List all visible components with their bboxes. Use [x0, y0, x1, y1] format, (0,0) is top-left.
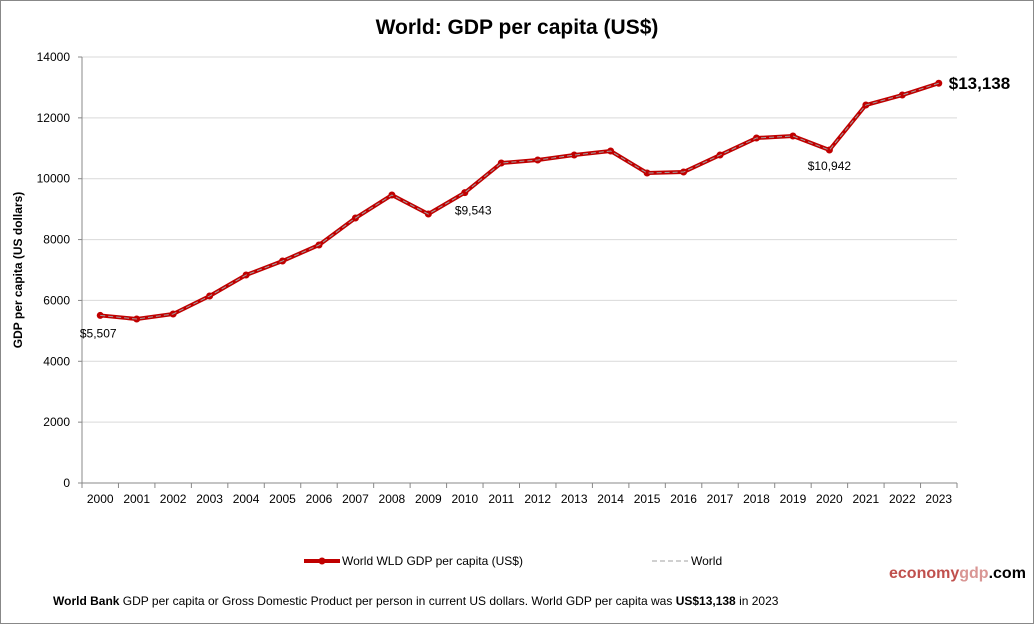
- data-point: [643, 169, 651, 177]
- y-tick-label: 2000: [43, 415, 70, 429]
- y-tick-label: 4000: [43, 354, 70, 368]
- x-tick-label: 2009: [415, 492, 442, 506]
- y-axis-label: GDP per capita (US dollars): [11, 192, 25, 349]
- x-tick-label: 2020: [816, 492, 843, 506]
- x-tick-label: 2012: [524, 492, 551, 506]
- series-line-world-wld: [100, 81, 940, 322]
- data-label: $5,507: [80, 326, 117, 340]
- data-label: $13,138: [949, 74, 1010, 93]
- data-point: [898, 91, 906, 99]
- data-label: $10,942: [808, 159, 852, 173]
- x-tick-label: 2013: [561, 492, 588, 506]
- x-tick-label: 2007: [342, 492, 369, 506]
- x-tick-label: 2014: [597, 492, 624, 506]
- legend-label-world: World: [691, 554, 722, 568]
- x-tick-label: 2000: [87, 492, 114, 506]
- x-tick-label: 2011: [488, 492, 514, 506]
- y-tick-label: 10000: [37, 172, 71, 186]
- y-tick-label: 0: [63, 476, 70, 490]
- data-point: [935, 79, 943, 87]
- y-tick-label: 14000: [37, 50, 71, 64]
- x-tick-label: 2016: [670, 492, 697, 506]
- x-tick-label: 2019: [780, 492, 807, 506]
- legend-label-world-wld: World WLD GDP per capita (US$): [342, 554, 523, 568]
- x-tick-label: 2015: [634, 492, 661, 506]
- x-tick-label: 2021: [853, 492, 880, 506]
- y-tick-label: 8000: [43, 233, 70, 247]
- y-tick-label: 6000: [43, 293, 70, 307]
- legend: World WLD GDP per capita (US$) World: [304, 554, 722, 568]
- x-tick-label: 2010: [451, 492, 478, 506]
- chart-title: World: GDP per capita (US$): [376, 16, 659, 39]
- footer-note: World Bank GDP per capita or Gross Domes…: [53, 594, 779, 608]
- x-tick-label: 2001: [123, 492, 150, 506]
- legend-marker: [318, 557, 326, 565]
- x-tick-label: 2004: [233, 492, 260, 506]
- series-line-world: [100, 82, 939, 320]
- x-tick-label: 2018: [743, 492, 770, 506]
- brand-logo: economygdp.com: [889, 565, 1026, 582]
- x-tick-label: 2008: [379, 492, 406, 506]
- x-tick-label: 2017: [707, 492, 734, 506]
- x-tick-label: 2003: [196, 492, 223, 506]
- x-tick-label: 2002: [160, 492, 187, 506]
- data-point: [789, 132, 797, 140]
- x-tick-label: 2022: [889, 492, 916, 506]
- x-tick-label: 2023: [925, 492, 952, 506]
- data-label: $9,543: [455, 204, 492, 218]
- x-tick-label: 2005: [269, 492, 296, 506]
- y-tick-label: 12000: [37, 111, 71, 125]
- x-tick-label: 2006: [306, 492, 333, 506]
- data-point: [570, 151, 578, 159]
